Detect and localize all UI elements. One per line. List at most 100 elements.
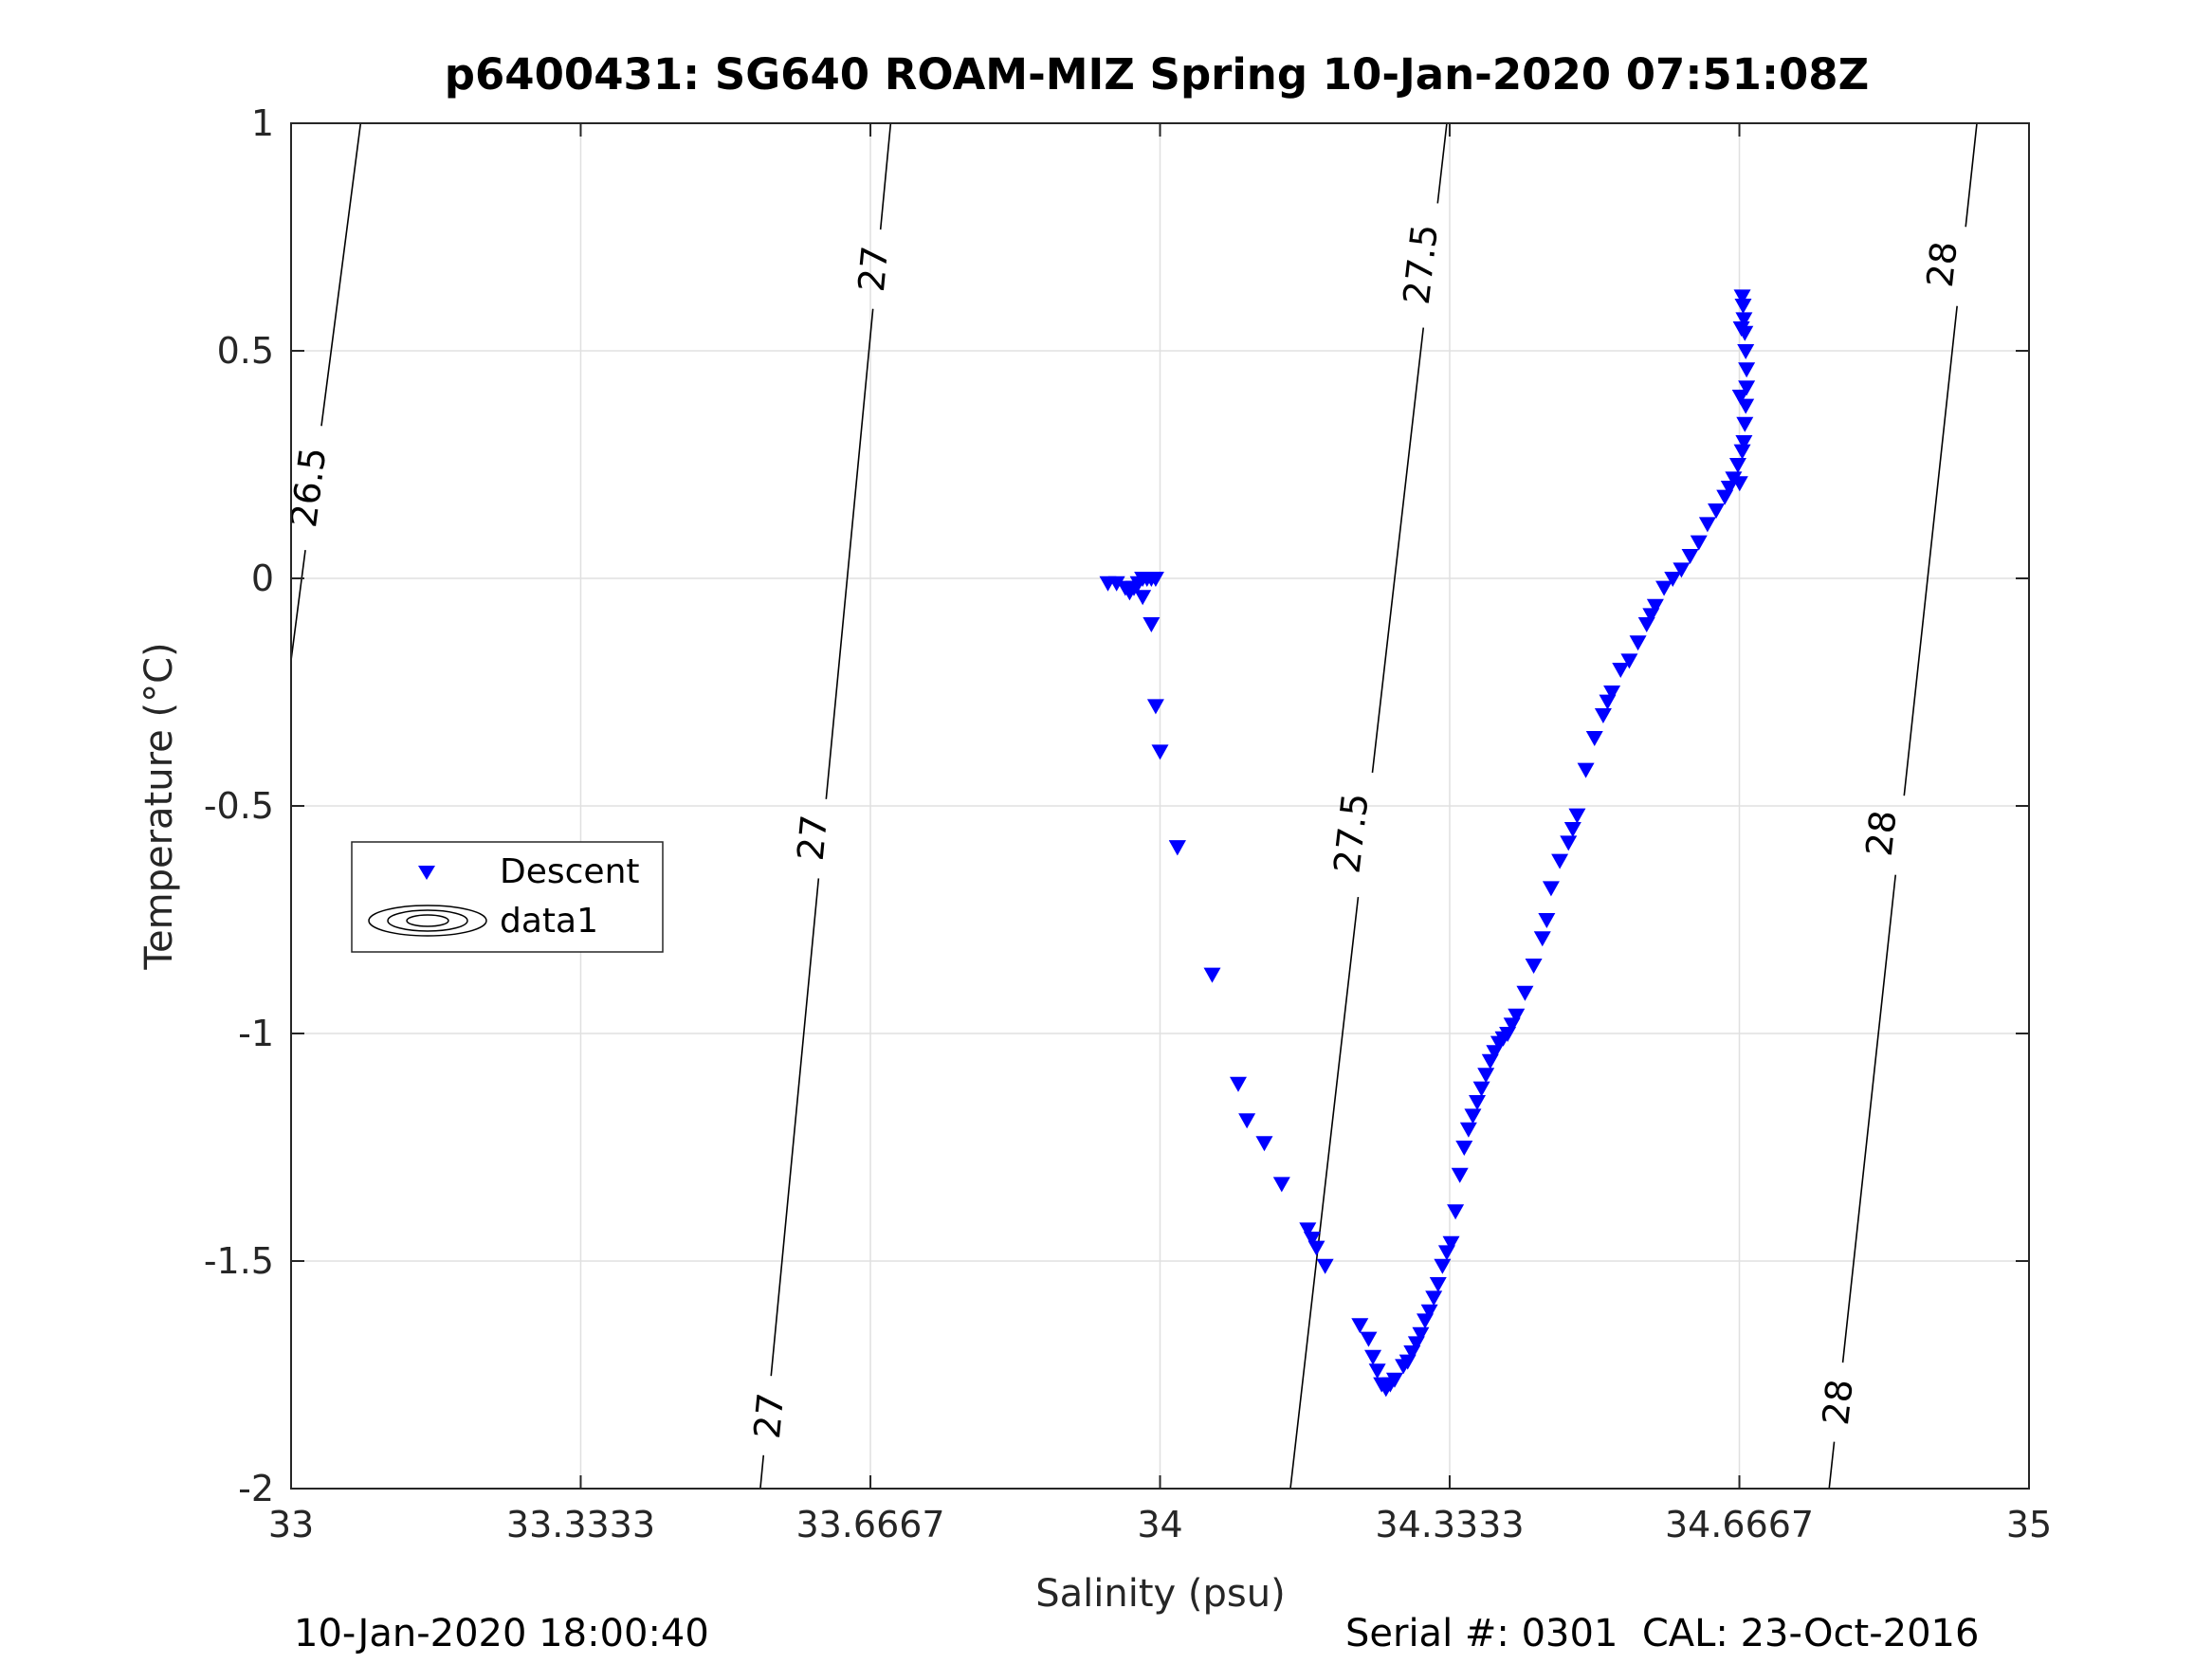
descent-point-51 <box>1469 1095 1487 1110</box>
contour-label-1-2: 27 <box>850 244 896 293</box>
descent-point-12 <box>1143 617 1161 632</box>
x-tick-label-2: 33.6667 <box>795 1504 944 1545</box>
contour-label-3-0: 28 <box>1815 1377 1861 1427</box>
contour-label-2-1: 27.5 <box>1396 222 1446 306</box>
x-tick-label-3: 34 <box>1137 1504 1182 1545</box>
legend-data1-label: data1 <box>500 902 598 941</box>
descent-point-82 <box>1664 572 1682 587</box>
descent-point-29 <box>1368 1363 1386 1380</box>
footer-serial-cal: Serial #: 0301 CAL: 23-Oct-2016 <box>1345 1612 1980 1655</box>
descent-point-14 <box>1151 744 1169 760</box>
contour-label-1-1: 27 <box>790 813 835 862</box>
y-tick-label-1: -1.5 <box>204 1240 274 1282</box>
y-tick-label-4: 0 <box>251 558 274 599</box>
x-tick-label-4: 34.3333 <box>1375 1504 1524 1545</box>
contour-line-2 <box>1289 122 1448 1490</box>
descent-point-80 <box>1646 598 1664 614</box>
descent-point-87 <box>1708 503 1726 519</box>
contour-line-3 <box>1828 122 1978 1490</box>
descent-point-91 <box>1728 458 1746 473</box>
descent-point-46 <box>1447 1204 1465 1220</box>
descent-point-63 <box>1533 931 1551 947</box>
descent-point-16 <box>1168 840 1186 856</box>
descent-point-72 <box>1594 708 1612 723</box>
y-axis-ticks: -2 -1.5 -1 -0.5 0 0.5 1 <box>204 102 2029 1509</box>
descent-point-102 <box>1733 289 1751 305</box>
contour-label-3-2: 28 <box>1919 239 1965 289</box>
descent-point-47 <box>1451 1167 1469 1183</box>
descent-point-9 <box>1146 572 1164 587</box>
descent-point-33 <box>1385 1372 1403 1388</box>
descent-point-64 <box>1538 913 1556 928</box>
descent-point-66 <box>1551 853 1569 869</box>
descent-point-11 <box>1125 580 1143 596</box>
descent-point-20 <box>1255 1136 1273 1152</box>
descent-point-70 <box>1577 762 1595 778</box>
descent-point-17 <box>1203 967 1221 983</box>
descent-point-21 <box>1272 1177 1290 1193</box>
y-axis-label: Temperature (°C) <box>137 642 181 970</box>
descent-point-45 <box>1442 1235 1460 1252</box>
descent-point-38 <box>1412 1326 1430 1343</box>
x-axis-ticks: 33 33.3333 33.6667 34 34.3333 34.6667 35 <box>268 123 2052 1545</box>
descent-point-86 <box>1698 517 1716 533</box>
contour-label-2-0: 27.5 <box>1325 791 1376 875</box>
descent-point-94 <box>1736 416 1754 432</box>
descent-point-68 <box>1563 822 1581 837</box>
descent-series <box>1099 289 1756 1398</box>
descent-point-49 <box>1459 1122 1477 1138</box>
descent-point-1 <box>1107 576 1125 592</box>
descent-point-103 <box>1732 321 1750 337</box>
descent-point-28 <box>1364 1349 1382 1365</box>
legend-contour-icon <box>368 905 487 937</box>
descent-point-27 <box>1360 1331 1378 1347</box>
descent-point-92 <box>1733 444 1751 460</box>
descent-point-84 <box>1681 549 1699 564</box>
descent-point-50 <box>1464 1108 1482 1125</box>
descent-point-93 <box>1735 435 1753 450</box>
descent-point-13 <box>1146 699 1164 715</box>
descent-point-75 <box>1612 663 1630 678</box>
descent-point-105 <box>1730 476 1748 492</box>
descent-point-77 <box>1629 635 1647 651</box>
y-tick-label-2: -1 <box>238 1013 274 1054</box>
descent-point-71 <box>1585 731 1603 746</box>
descent-point-81 <box>1655 580 1673 596</box>
descent-point-69 <box>1568 808 1586 824</box>
x-tick-label-5: 34.6667 <box>1665 1504 1814 1545</box>
descent-point-98 <box>1737 344 1755 359</box>
x-tick-label-6: 35 <box>2006 1504 2052 1545</box>
descent-point-74 <box>1603 686 1621 701</box>
contour-label-3-1: 28 <box>1858 808 1905 858</box>
contour-label-1-0: 27 <box>746 1391 792 1440</box>
chart-title: p6400431: SG640 ROAM-MIZ Spring 10-Jan-2… <box>444 49 1870 100</box>
descent-point-53 <box>1477 1068 1495 1084</box>
descent-point-96 <box>1738 380 1756 396</box>
descent-point-67 <box>1560 835 1578 851</box>
descent-point-40 <box>1420 1304 1438 1320</box>
descent-point-100 <box>1735 312 1753 328</box>
x-tick-label-1: 33.3333 <box>506 1504 655 1545</box>
legend-descent-label: Descent <box>500 852 640 891</box>
footer-timestamp: 10-Jan-2020 18:00:40 <box>294 1612 709 1655</box>
x-axis-label: Salinity (psu) <box>1035 1572 1285 1616</box>
descent-point-60 <box>1508 1008 1526 1024</box>
descent-point-22 <box>1299 1222 1317 1238</box>
descent-point-85 <box>1690 535 1708 551</box>
y-tick-label-5: 0.5 <box>217 330 274 372</box>
legend-descent-marker-icon <box>418 866 435 880</box>
descent-point-65 <box>1542 881 1560 897</box>
descent-point-43 <box>1434 1258 1452 1274</box>
descent-point-104 <box>1731 390 1749 405</box>
descent-point-48 <box>1455 1141 1473 1156</box>
legend: Descent data1 <box>351 841 664 953</box>
descent-point-41 <box>1425 1290 1443 1307</box>
descent-point-42 <box>1429 1277 1447 1292</box>
descent-point-10 <box>1134 590 1152 606</box>
descent-point-62 <box>1525 959 1543 974</box>
descent-point-101 <box>1734 299 1752 314</box>
descent-point-24 <box>1307 1240 1325 1256</box>
